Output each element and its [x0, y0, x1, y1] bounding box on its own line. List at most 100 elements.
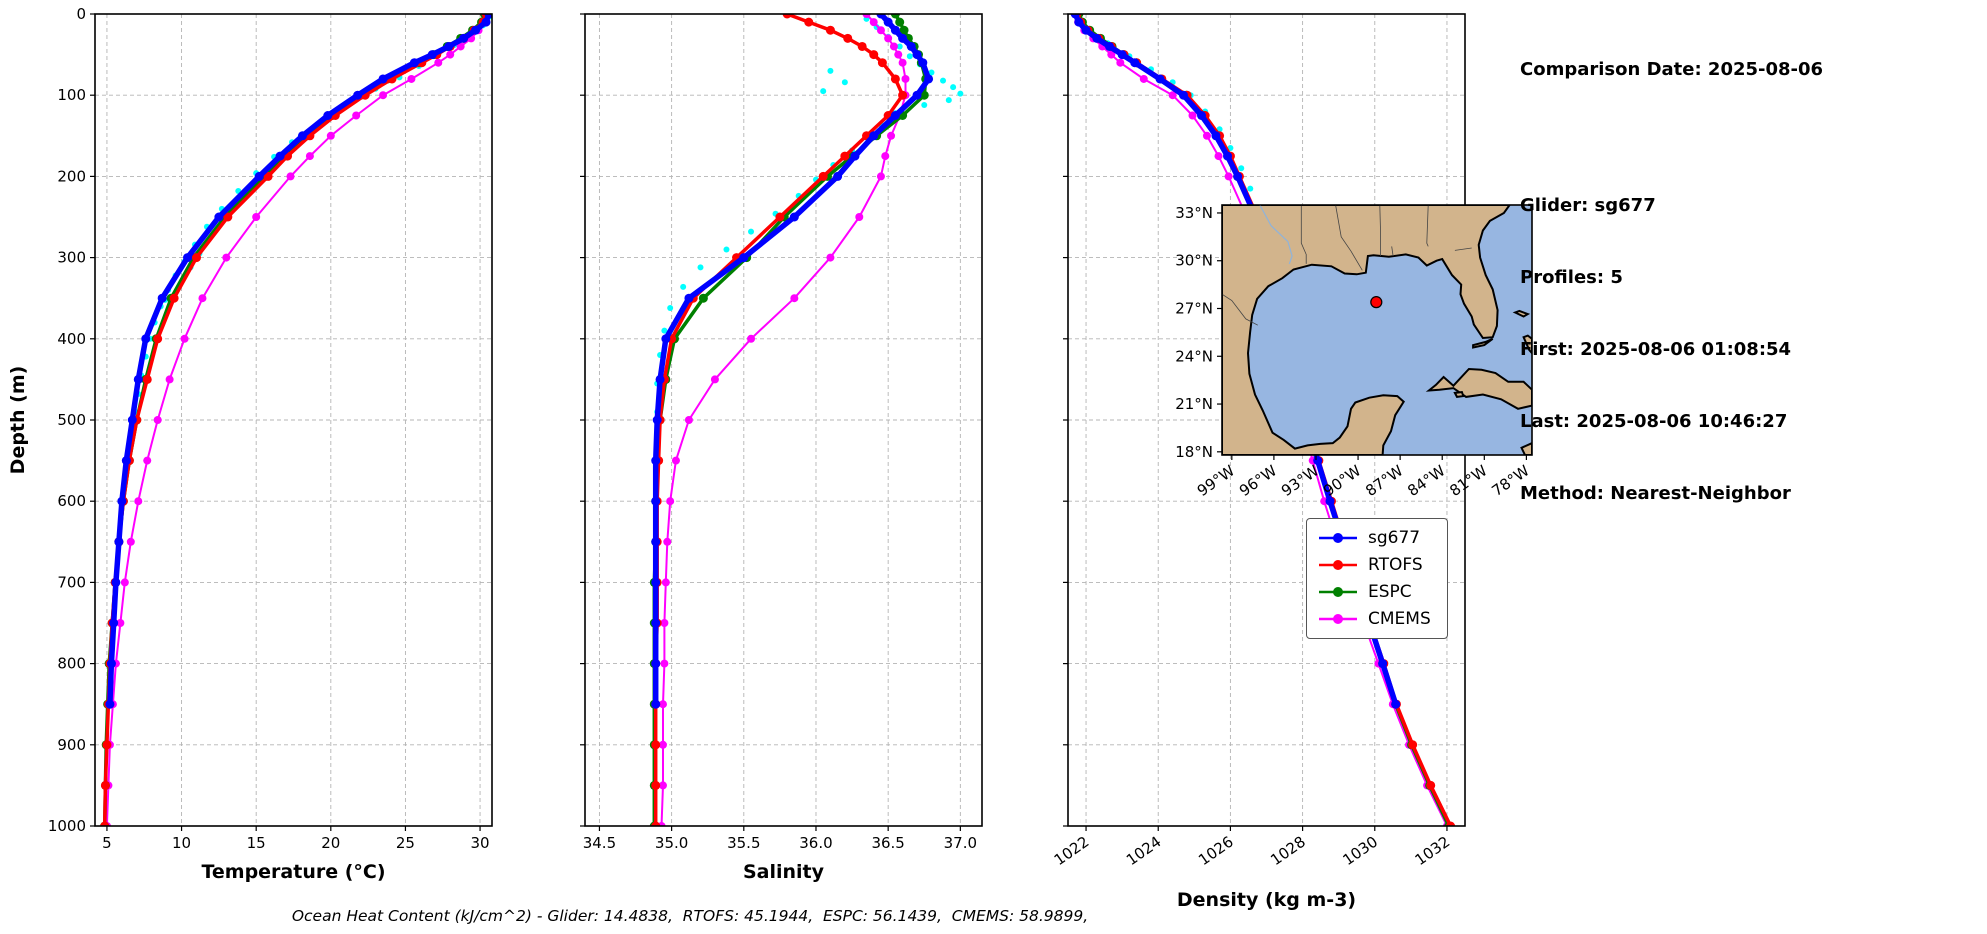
temperature-profile-plot: 5 10 15 20 25 3001002003004005006007008009001… [48, 5, 493, 883]
series-CMEMS-marker [434, 58, 443, 67]
scatter-point [957, 90, 964, 97]
series-CMEMS-marker [198, 294, 207, 303]
series-sg677-marker [105, 699, 115, 709]
series-CMEMS-marker [826, 253, 835, 262]
y-tick-label: 0 [76, 5, 86, 23]
glider-location-marker [1370, 296, 1383, 309]
map-lat-tick-label: 21°N [1175, 395, 1213, 413]
series-sg677-marker [183, 253, 193, 263]
series-sg677-marker [111, 577, 121, 587]
series-sg677-marker [427, 50, 437, 60]
scatter-point [1238, 165, 1245, 172]
map-lon-tick-label: 93°W [1278, 461, 1322, 500]
series-sg677-marker [1313, 456, 1323, 466]
x-tick-label: 25 [396, 834, 415, 852]
series-sg677-marker [661, 334, 671, 344]
x-tick-label: 20 [321, 834, 340, 852]
series-sg677-marker [883, 17, 893, 27]
series-sg677-marker [297, 131, 307, 141]
y-tick-label: 800 [57, 655, 86, 673]
series-ESPC-marker [890, 14, 900, 19]
scatter-point [697, 264, 704, 271]
series-CMEMS-marker [407, 74, 416, 83]
series-RTOFS-marker [169, 293, 179, 303]
series-sg677-marker [651, 618, 661, 628]
series-sg677-marker [1130, 58, 1140, 68]
map-lon-tick-label: 99°W [1194, 461, 1238, 500]
series-sg677-marker [918, 58, 928, 68]
series-CMEMS-marker [1188, 111, 1197, 120]
series-sg677-marker [481, 17, 491, 27]
y-tick-label: 1000 [48, 817, 86, 835]
scatter-point [723, 246, 730, 253]
series-RTOFS-marker [100, 780, 110, 790]
land-polygon [1453, 391, 1465, 398]
series-RTOFS-marker [651, 780, 661, 790]
series-CMEMS-marker [352, 111, 361, 120]
map-lat-tick-label: 30°N [1175, 252, 1213, 270]
series-CMEMS-marker [671, 456, 680, 465]
series-CMEMS-marker [894, 50, 903, 59]
last-profile-time: Last: 2025-08-06 10:46:27 [1520, 411, 1788, 432]
map-lat-tick-label: 33°N [1175, 204, 1213, 222]
series-RTOFS-marker [775, 212, 785, 222]
series-RTOFS-marker [191, 253, 201, 263]
glider-name: Glider: sg677 [1520, 195, 1656, 216]
series-RTOFS-marker [890, 74, 900, 84]
series-ESPC-marker [899, 25, 909, 35]
series-ESPC-marker [895, 17, 905, 27]
x-tick-label: 1022 [1051, 833, 1093, 870]
scatter-point [950, 84, 957, 91]
legend: sg677 RTOFS ESPC CMEMS [1306, 518, 1448, 639]
series-sg677-marker [141, 334, 151, 344]
series-RTOFS-marker [825, 25, 835, 35]
legend-marker-RTOFS [1319, 560, 1357, 570]
state-border-line [1454, 247, 1472, 251]
state-border-line [1426, 205, 1429, 247]
series-sg677-marker [484, 14, 492, 19]
series-CMEMS-marker [153, 416, 162, 424]
series-sg677-marker [254, 171, 264, 181]
series-RTOFS-marker [869, 50, 879, 60]
series-sg677-marker [1378, 659, 1388, 669]
series-sg677-marker [906, 41, 916, 51]
series-CMEMS-marker [747, 334, 756, 343]
series-sg677-marker [471, 25, 481, 35]
series-CMEMS-marker [286, 172, 295, 181]
density-profile-plot: 1022 1024 1026 1028 1030 1032 Density (kg m-3) [1051, 13, 1466, 911]
series-CMEMS-marker [1224, 172, 1233, 181]
legend-label: sg677 [1368, 528, 1421, 548]
series-CMEMS-marker [326, 131, 335, 140]
map-lon-tick-label: 84°W [1404, 461, 1448, 500]
state-border-line [1391, 246, 1394, 257]
series-sg677-marker [789, 212, 799, 222]
series-sg677-marker [459, 33, 469, 43]
legend-marker-sg677 [1319, 533, 1357, 543]
series-CMEMS-marker [1116, 58, 1125, 67]
x-tick-label: 1032 [1412, 833, 1454, 870]
y-tick-label: 900 [57, 736, 86, 754]
series-CMEMS-marker [126, 537, 135, 546]
series-RTOFS-marker [1446, 821, 1456, 826]
info-gap [1520, 130, 1823, 146]
series-sg677-marker [912, 50, 922, 60]
series-RTOFS-marker [651, 740, 661, 750]
comparison-date: Comparison Date: 2025-08-06 [1520, 59, 1824, 80]
series-sg677-marker [652, 415, 662, 425]
series-RTOFS-marker [263, 171, 273, 181]
x-tick-label: 35.0 [655, 834, 688, 852]
legend-item-sg677: sg677 [1317, 528, 1431, 548]
series-CMEMS-marker [658, 740, 667, 749]
series-sg677-marker [275, 151, 285, 161]
state-border-line [1379, 205, 1381, 256]
map-lon-tick-label: 96°W [1236, 461, 1280, 500]
legend-label: RTOFS [1368, 555, 1423, 575]
series-RTOFS-marker [1426, 780, 1436, 790]
series-sg677-marker [898, 33, 908, 43]
scatter-point [906, 53, 913, 60]
series-RTOFS-marker [153, 334, 163, 344]
scatter-point [661, 327, 668, 334]
series-sg677-marker [869, 131, 879, 141]
series-sg677-marker [1092, 33, 1102, 43]
